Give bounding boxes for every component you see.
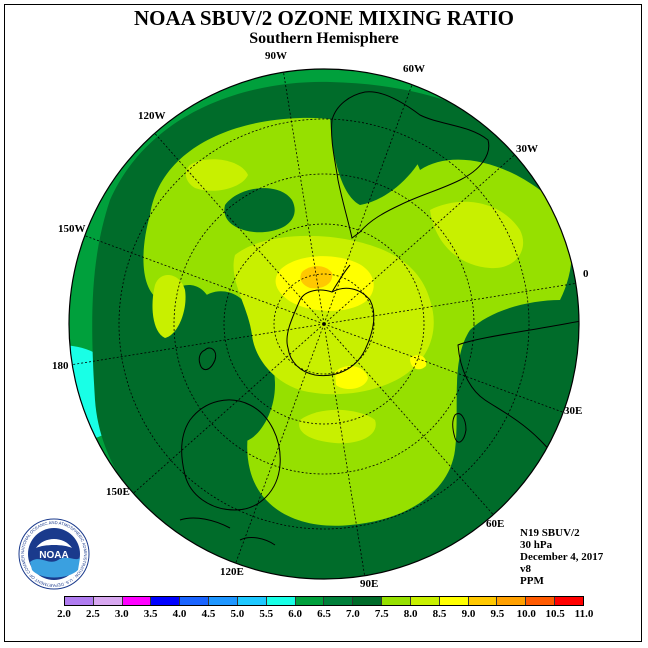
colorbar-tick-label: 9.5 bbox=[490, 608, 505, 620]
colorbar-tick-label: 3.5 bbox=[143, 608, 158, 620]
info-instrument: N19 SBUV/2 bbox=[520, 527, 580, 539]
colorbar-segment bbox=[295, 597, 325, 605]
colorbar-tick-label: 6.5 bbox=[317, 608, 331, 620]
info-box: N19 SBUV/2 30 hPa December 4, 2017 v8 PP… bbox=[520, 527, 603, 587]
meridians bbox=[69, 69, 579, 579]
figure-frame bbox=[4, 4, 642, 642]
field-7_0-blob-north bbox=[224, 188, 295, 233]
info-level: 30 hPa bbox=[520, 539, 553, 551]
colorbar-tick-label: 2.5 bbox=[86, 608, 100, 620]
colorbar-tick-label: 11.0 bbox=[574, 608, 594, 620]
colorbar-segment bbox=[122, 597, 152, 605]
lon-label-150e: 150E bbox=[106, 486, 130, 498]
page-subtitle: Southern Hemisphere bbox=[249, 30, 399, 47]
field-7_0-blob-east bbox=[330, 105, 430, 205]
lon-label-120w: 120W bbox=[138, 110, 166, 122]
coast-nz bbox=[198, 347, 217, 370]
colorbar-segment bbox=[555, 597, 583, 605]
colorbar-tick-label: 7.5 bbox=[374, 608, 389, 620]
colorbar-segment bbox=[266, 597, 296, 605]
field-8_5-east bbox=[410, 355, 427, 370]
colorbar-tick-label: 9.0 bbox=[461, 608, 476, 620]
colorbar-tick-label: 7.0 bbox=[346, 608, 360, 620]
info-date: December 4, 2017 bbox=[520, 551, 604, 563]
lon-label-60w: 60W bbox=[403, 63, 425, 75]
colorbar-segment bbox=[237, 597, 267, 605]
lon-label-90w: 90W bbox=[265, 50, 287, 62]
info-version: v8 bbox=[520, 563, 531, 575]
colorbar-tick-label: 8.5 bbox=[432, 608, 447, 620]
colorbar-tick-label: 8.0 bbox=[403, 608, 418, 620]
lon-label-90e: 90E bbox=[360, 578, 379, 590]
coastlines bbox=[179, 91, 579, 546]
field-8_0-s bbox=[299, 409, 376, 444]
colorbar-tick-label: 10.0 bbox=[516, 608, 536, 620]
coast-peninsula bbox=[331, 264, 351, 293]
colorbar-segment bbox=[439, 597, 469, 605]
colorbar bbox=[64, 596, 584, 606]
map-boundary bbox=[68, 68, 580, 580]
colorbar-segment bbox=[410, 597, 440, 605]
lon-label-60e: 60E bbox=[486, 518, 505, 530]
colorbar-segment bbox=[497, 597, 527, 605]
colorbar-segment bbox=[93, 597, 123, 605]
lon-label-180: 180 bbox=[52, 360, 69, 372]
colorbar-tick-label: 6.0 bbox=[288, 608, 302, 620]
ozone-field bbox=[69, 69, 579, 579]
field-8_0-nw bbox=[185, 159, 248, 191]
colorbar-tick-label: 3.0 bbox=[114, 608, 129, 620]
colorbar-segment bbox=[180, 597, 210, 605]
field-9_0-max bbox=[300, 266, 333, 289]
colorbar-tick-label: 10.5 bbox=[545, 608, 565, 620]
coast-indonesia bbox=[179, 517, 276, 546]
coast-madagascar bbox=[452, 413, 467, 443]
colorbar-segment bbox=[353, 597, 383, 605]
colorbar-segment bbox=[382, 597, 411, 605]
colorbar-tick-label: 5.5 bbox=[259, 608, 274, 620]
colorbar-tick-label: 2.0 bbox=[57, 608, 71, 620]
latitude-circles bbox=[118, 118, 530, 530]
colorbar-segment bbox=[151, 597, 181, 605]
coast-australia bbox=[181, 399, 281, 511]
lon-label-30e: 30E bbox=[564, 405, 583, 417]
page-title: NOAA SBUV/2 OZONE MIXING RATIO bbox=[134, 6, 514, 30]
lon-label-150w: 150W bbox=[58, 223, 86, 235]
colorbar-tick-label: 4.5 bbox=[201, 608, 216, 620]
colorbar-segment bbox=[468, 597, 498, 605]
lon-label-0: 0 bbox=[583, 268, 589, 280]
lon-label-30w: 30W bbox=[516, 143, 538, 155]
field-8_0-w bbox=[152, 274, 186, 338]
colorbar-labels: 2.0 2.5 3.0 3.5 4.0 4.5 5.0 5.5 6.0 6.5 7.0 7.5 8.0 8… bbox=[57, 608, 593, 622]
colorbar-segment bbox=[209, 597, 238, 605]
colorbar-segment bbox=[324, 597, 354, 605]
info-units: PPM bbox=[520, 575, 544, 587]
colorbar-tick-label: 4.0 bbox=[172, 608, 187, 620]
colorbar-tick-label: 5.0 bbox=[230, 608, 245, 620]
colorbar-segment bbox=[526, 597, 556, 605]
noaa-logo-text: NOAA bbox=[39, 550, 68, 561]
colorbar-segment bbox=[65, 597, 94, 605]
lon-label-120e: 120E bbox=[220, 566, 244, 578]
coast-south-america bbox=[331, 91, 490, 239]
noaa-logo: NOAA NATIONAL OCEANIC AND ATMOSPHERIC AD… bbox=[18, 518, 90, 590]
